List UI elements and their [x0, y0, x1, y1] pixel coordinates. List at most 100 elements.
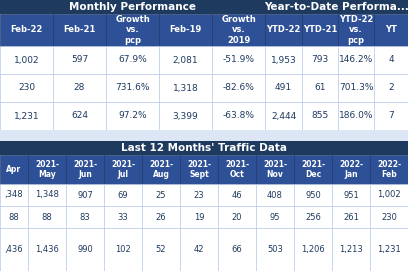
Bar — [302, 14, 338, 46]
Bar — [294, 206, 332, 228]
Bar — [159, 14, 212, 46]
Bar — [332, 206, 370, 228]
Text: 793: 793 — [311, 56, 328, 64]
Text: 1,002: 1,002 — [14, 56, 39, 64]
Bar — [66, 155, 104, 184]
Text: 95: 95 — [270, 212, 280, 221]
Bar — [106, 14, 159, 46]
Bar — [106, 102, 159, 130]
Text: YTD-21: YTD-21 — [303, 25, 337, 34]
Text: Feb-22: Feb-22 — [10, 25, 43, 34]
Text: 23: 23 — [194, 191, 204, 199]
Bar — [180, 155, 218, 184]
Bar — [212, 102, 265, 130]
Text: 950: 950 — [305, 191, 321, 199]
Text: 2021-
Sept: 2021- Sept — [187, 160, 211, 179]
Bar — [104, 206, 142, 228]
Bar — [265, 14, 302, 46]
Bar — [0, 0, 265, 14]
Text: YTD-22: YTD-22 — [266, 25, 301, 34]
Text: 1,231: 1,231 — [14, 111, 39, 121]
Bar — [338, 102, 374, 130]
Bar — [256, 184, 294, 206]
Text: 2,444: 2,444 — [271, 111, 296, 121]
Text: 1,348: 1,348 — [35, 191, 59, 199]
Bar — [338, 14, 374, 46]
Text: Feb-19: Feb-19 — [169, 25, 202, 34]
Text: 2022-
Feb: 2022- Feb — [377, 160, 401, 179]
Bar — [106, 74, 159, 102]
Bar — [142, 228, 180, 271]
Bar — [159, 46, 212, 74]
Text: ,436: ,436 — [4, 245, 23, 254]
Text: 1,318: 1,318 — [173, 83, 198, 92]
Text: 701.3%: 701.3% — [339, 83, 373, 92]
Text: Growth
vs.
pcp: Growth vs. pcp — [115, 15, 150, 45]
Text: 990: 990 — [77, 245, 93, 254]
Text: Apr: Apr — [7, 165, 22, 174]
Text: 102: 102 — [115, 245, 131, 254]
Text: 42: 42 — [194, 245, 204, 254]
Text: 4: 4 — [388, 56, 394, 64]
Text: 69: 69 — [118, 191, 128, 199]
Text: 2,081: 2,081 — [173, 56, 198, 64]
Bar — [332, 155, 370, 184]
Text: 67.9%: 67.9% — [118, 56, 147, 64]
Bar — [142, 155, 180, 184]
Bar — [180, 184, 218, 206]
Text: 186.0%: 186.0% — [339, 111, 373, 121]
Text: 33: 33 — [118, 212, 129, 221]
Text: 28: 28 — [74, 83, 85, 92]
Text: 83: 83 — [80, 212, 91, 221]
Bar — [159, 74, 212, 102]
Text: 88: 88 — [9, 212, 19, 221]
Text: 3,399: 3,399 — [173, 111, 198, 121]
Bar — [212, 14, 265, 46]
Text: 2021-
Oct: 2021- Oct — [225, 160, 249, 179]
Bar — [218, 206, 256, 228]
Text: Growth
vs.
2019: Growth vs. 2019 — [221, 15, 256, 45]
Bar — [104, 184, 142, 206]
Text: -51.9%: -51.9% — [222, 56, 255, 64]
Bar — [0, 46, 53, 74]
Bar — [142, 206, 180, 228]
Bar — [104, 228, 142, 271]
Text: 19: 19 — [194, 212, 204, 221]
Text: 2021-
Jun: 2021- Jun — [73, 160, 97, 179]
Bar — [212, 74, 265, 102]
Bar — [0, 155, 28, 184]
Bar — [302, 102, 338, 130]
Bar — [66, 206, 104, 228]
Text: 491: 491 — [275, 83, 292, 92]
Bar — [338, 46, 374, 74]
Text: YT: YT — [385, 25, 397, 34]
Text: 1,206: 1,206 — [301, 245, 325, 254]
Text: Monthly Performance: Monthly Performance — [69, 2, 196, 12]
Bar — [374, 74, 408, 102]
Bar — [0, 141, 408, 155]
Text: 1,953: 1,953 — [271, 56, 296, 64]
Text: 2: 2 — [388, 83, 394, 92]
Text: 2021-
Jul: 2021- Jul — [111, 160, 135, 179]
Bar — [53, 14, 106, 46]
Text: 2021-
Aug: 2021- Aug — [149, 160, 173, 179]
Bar — [294, 228, 332, 271]
Text: Year-to-Date Performa...: Year-to-Date Performa... — [264, 2, 408, 12]
Text: 256: 256 — [305, 212, 321, 221]
Bar — [180, 228, 218, 271]
Bar — [294, 184, 332, 206]
Text: 2022-
Jan: 2022- Jan — [339, 160, 363, 179]
Text: 503: 503 — [267, 245, 283, 254]
Bar — [256, 206, 294, 228]
Text: 261: 261 — [343, 212, 359, 221]
Bar — [374, 46, 408, 74]
Bar — [66, 184, 104, 206]
Bar — [332, 184, 370, 206]
Text: 146.2%: 146.2% — [339, 56, 373, 64]
Text: 52: 52 — [156, 245, 166, 254]
Text: -82.6%: -82.6% — [222, 83, 255, 92]
Bar — [142, 184, 180, 206]
Bar — [0, 14, 53, 46]
Bar — [265, 74, 302, 102]
Bar — [159, 102, 212, 130]
